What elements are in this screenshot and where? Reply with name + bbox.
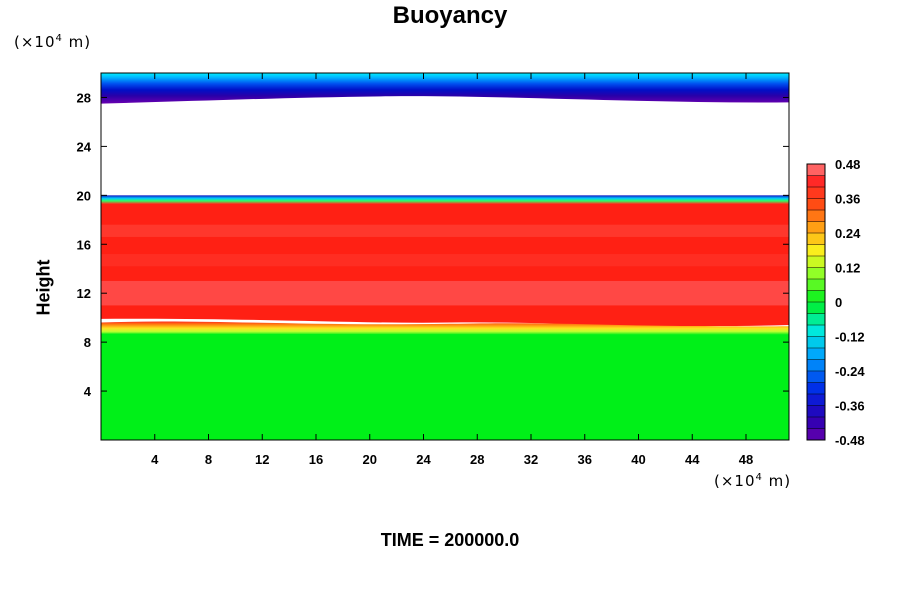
colorbar-swatch [807,382,825,395]
colorbar-tick-label: -0.24 [835,364,865,379]
colorbar-swatch [807,359,825,372]
x-tick-label: 20 [363,452,377,467]
colorbar-swatch [807,302,825,314]
x-tick-label: 36 [578,452,592,467]
colorbar-frame [806,163,826,441]
layer-middle-streak [101,280,789,306]
y-axis-unit: (×104 m) [14,33,92,51]
y-tick-label: 4 [84,384,92,399]
colorbar-tick-label: -0.36 [835,399,865,414]
colorbar-tick-label: 0.24 [835,226,861,241]
layer-boundary [101,195,789,204]
x-tick-label: 12 [255,452,269,467]
colorbar-swatch [807,279,825,291]
layer-middle-streak [101,254,789,267]
colorbar-swatch [807,371,825,383]
x-axis-unit: (×104 m) [714,472,792,490]
colorbar-swatch [807,417,825,429]
colorbar-tick-label: 0.36 [835,192,860,207]
colorbar-tick-label: 0.12 [835,261,860,276]
colorbar-tick-label: 0 [835,295,842,310]
colorbar-swatch [807,348,825,360]
x-tick-label: 40 [631,452,645,467]
colorbar-swatch [807,198,825,211]
colorbar-swatch [807,256,825,268]
colorbar-swatch [807,325,825,337]
x-tick-label: 8 [205,452,212,467]
y-tick-label: 24 [77,139,92,154]
colorbar-swatch [807,221,825,234]
x-tick-label: 4 [151,452,159,467]
colorbar-tick-label: -0.48 [835,433,865,448]
layer-top [101,73,789,104]
colorbar-tick-label: -0.12 [835,330,865,345]
colorbar-swatch [807,175,825,188]
colorbar-swatch [807,164,825,176]
y-tick-label: 28 [77,90,91,105]
x-tick-label: 16 [309,452,323,467]
colorbar-swatch [807,267,825,280]
plot-frame [100,72,790,441]
colorbar-tick-label: 0.48 [835,157,860,172]
x-tick-label: 28 [470,452,484,467]
y-tick-label: 8 [84,335,91,350]
colorbar-swatch [807,244,825,257]
y-tick-label: 16 [77,237,91,252]
time-label: TIME = 200000.0 [380,530,520,550]
colorbar-swatch [807,290,825,303]
colorbar-swatch [807,394,825,406]
x-tick-label: 32 [524,452,538,467]
x-tick-label: 48 [739,452,753,467]
chart-title: Buoyancy [392,2,508,29]
colorbar-swatch [807,313,825,326]
colorbar: 0.48 0.36 0.24 0.12 0 -0.12 -0.24 -0.36 -0.48 [806,157,865,448]
y-tick-label: 20 [77,188,91,203]
colorbar-swatch [807,187,825,199]
layer-lower [101,332,789,440]
plot-field [101,73,789,440]
x-tick-label: 44 [685,452,700,467]
colorbar-swatch [807,428,825,441]
x-tick-label: 24 [416,452,431,467]
y-tick-label: 12 [77,286,91,301]
colorbar-swatch [807,336,825,349]
colorbar-swatch [807,210,825,222]
layer-middle-streak [101,224,789,237]
colorbar-swatch [807,233,825,245]
colorbar-swatch [807,405,825,418]
